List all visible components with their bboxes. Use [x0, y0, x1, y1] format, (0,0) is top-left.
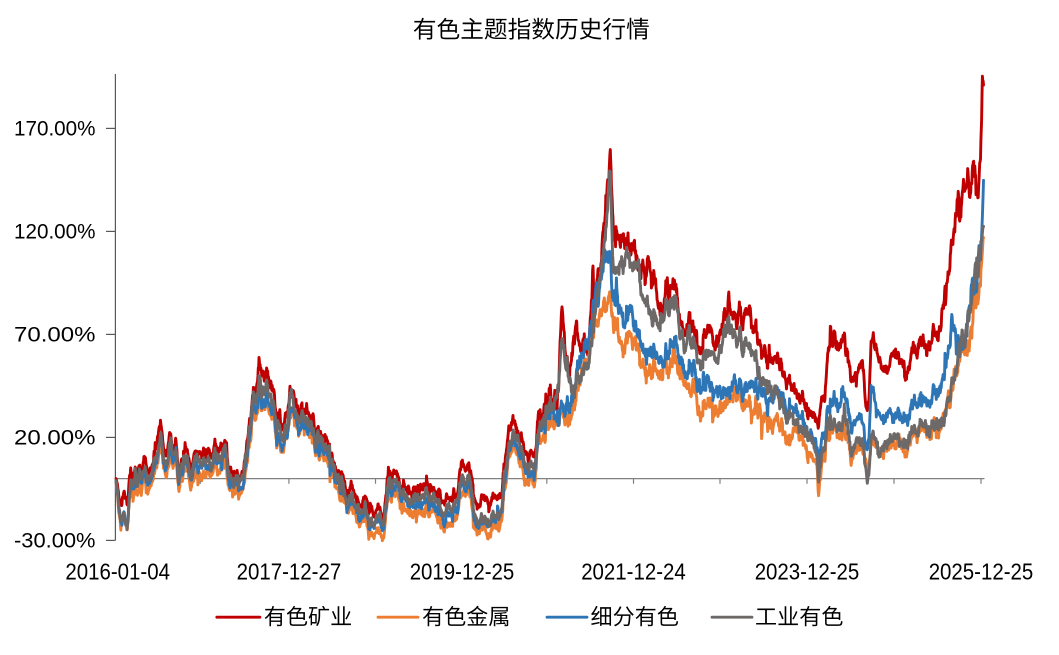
svg-text:-30.00%: -30.00%	[14, 530, 96, 553]
svg-text:2021-12-24: 2021-12-24	[581, 559, 686, 585]
svg-text:2025-12-25: 2025-12-25	[929, 559, 1034, 585]
svg-text:2023-12-25: 2023-12-25	[755, 559, 860, 585]
svg-text:70.00%: 70.00%	[14, 324, 96, 347]
svg-text:2017-12-27: 2017-12-27	[237, 559, 342, 585]
svg-text:120.00%: 120.00%	[14, 221, 96, 244]
svg-text:2019-12-25: 2019-12-25	[410, 559, 515, 585]
svg-text:2016-01-04: 2016-01-04	[65, 559, 170, 585]
svg-text:170.00%: 170.00%	[14, 118, 96, 141]
svg-text:20.00%: 20.00%	[14, 427, 96, 450]
